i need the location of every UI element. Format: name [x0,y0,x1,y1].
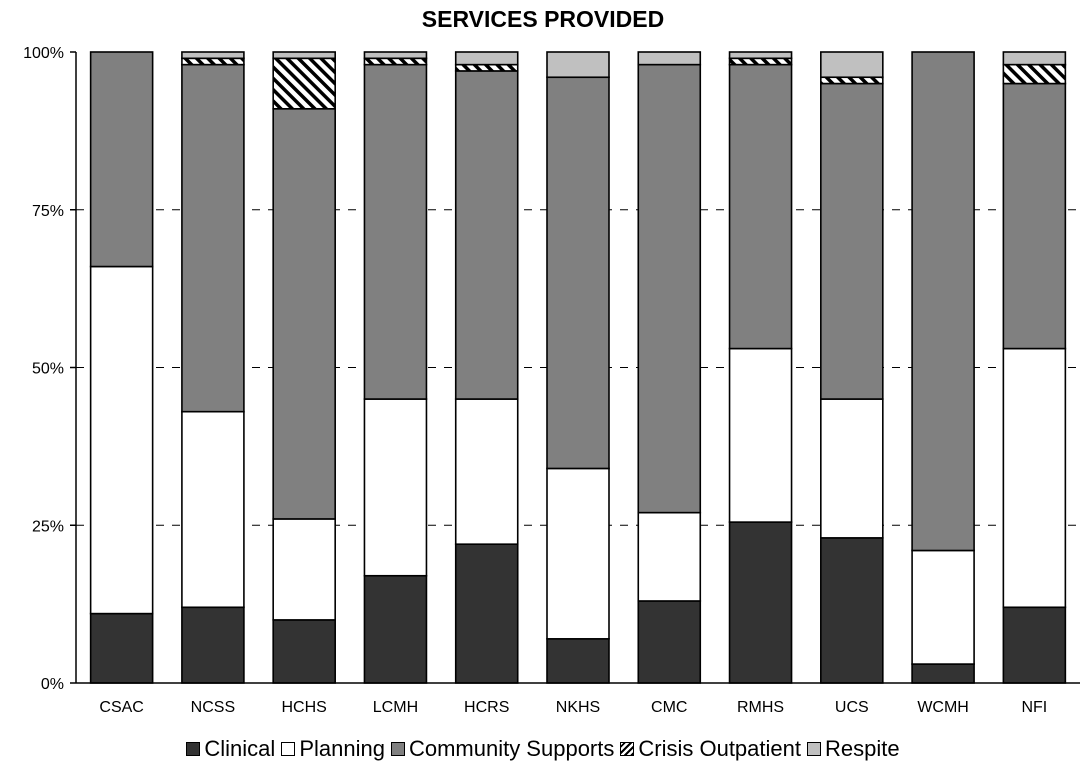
x-tick-label: NKHS [556,699,600,716]
bar-cmc-community-supports [637,63,702,514]
stacked-bar-chart: CSAC NCSS HCHS LCMH HCRS NKHS CMC RMHS UCS WCMH NF… [23,45,1080,716]
bar-nfi-community-supports [1002,82,1067,350]
y-tick-label: 100% [23,45,64,62]
bar-lcmh-clinical [363,574,428,684]
axes: CSAC NCSS HCHS LCMH HCRS NKHS CMC RMHS UCS WCMH NF… [23,45,1080,716]
bar-ncss-respite [181,51,245,60]
legend-swatch [620,742,635,756]
bar-rmhs-clinical [728,521,793,684]
bar-wcmh-community-supports [911,51,975,552]
legend-item: Crisis Outpatient [620,736,801,762]
x-tick-label: HCHS [282,699,327,716]
x-tick-label: HCRS [464,699,509,716]
bar-hcrs-planning [454,398,519,545]
bar-hchs-clinical [272,619,336,684]
legend-label: Crisis Outpatient [638,736,801,761]
legend-swatch [281,742,296,756]
y-tick-label: 50% [32,361,64,378]
bar-ncss-community-supports [181,63,245,413]
bar-nkhs-planning [546,467,610,640]
bar-csac-planning [89,265,154,615]
bar-ucs-planning [820,398,884,539]
x-tick-label: RMHS [737,699,784,716]
legend-swatch [807,742,821,756]
bar-hcrs-crisis-outpatient [454,63,519,72]
legend-item: Respite [807,736,900,762]
legend-item: Community Supports [390,736,615,762]
bar-ncss-crisis-outpatient [181,57,245,66]
bar-nkhs-respite [546,51,610,79]
bar-cmc-clinical [637,600,702,684]
bar-rmhs-community-supports [728,63,793,350]
bar-hchs-community-supports [272,107,336,520]
y-tick-label: 25% [32,518,64,535]
bar-lcmh-community-supports [363,63,428,400]
x-tick-label: UCS [835,699,869,716]
bar-hchs-planning [272,518,336,621]
y-tick-label: 75% [32,203,64,220]
bar-rmhs-respite [728,51,793,60]
legend-label: Community Supports [408,736,615,761]
bar-lcmh-crisis-outpatient [363,57,428,66]
bar-nfi-respite [1002,51,1067,66]
bar-hcrs-community-supports [454,70,519,400]
x-tick-label: NFI [1021,699,1047,716]
y-tick-label: 0% [41,676,64,693]
legend-item: Clinical [186,736,275,762]
bar-hchs-respite [272,51,336,60]
legend-swatch [186,742,201,756]
bar-rmhs-crisis-outpatient [728,57,793,66]
bar-hcrs-respite [454,51,519,66]
bar-ucs-clinical [820,537,884,684]
bar-ncss-planning [181,410,245,609]
bar-rmhs-planning [728,347,793,523]
x-tick-label: NCSS [191,699,235,716]
bar-hcrs-clinical [454,543,519,684]
x-tick-label: LCMH [373,699,418,716]
legend-label: Planning [299,736,385,761]
chart-title: SERVICES PROVIDED [421,6,665,32]
bar-wcmh-planning [911,549,975,665]
bar-lcmh-planning [363,398,428,577]
bar-hchs-crisis-outpatient [272,57,336,110]
legend-item: Planning [281,736,385,762]
legend-label: Respite [825,736,900,761]
bar-wcmh-clinical [911,663,975,684]
bar-cmc-planning [637,511,702,602]
bar-nkhs-clinical [546,638,610,684]
bars [89,51,1067,684]
bar-nfi-clinical [1002,606,1067,684]
bar-nkhs-community-supports [546,76,610,470]
bar-lcmh-respite [363,51,428,60]
bar-ucs-community-supports [820,82,884,400]
x-tick-label: WCMH [917,699,969,716]
legend-swatch [390,742,405,756]
bar-ucs-crisis-outpatient [820,76,884,85]
bar-csac-clinical [89,612,154,684]
bar-nfi-planning [1002,347,1067,609]
bar-csac-community-supports [89,51,154,268]
x-tick-label: CMC [651,699,687,716]
bar-ncss-clinical [181,606,245,684]
bar-ucs-respite [820,51,884,79]
bar-nfi-crisis-outpatient [1002,63,1067,85]
bar-cmc-respite [637,51,702,66]
legend-label: Clinical [204,736,276,761]
legend: Clinical Planning Community Supports Crisis… [0,736,1086,762]
x-tick-label: CSAC [99,699,143,716]
